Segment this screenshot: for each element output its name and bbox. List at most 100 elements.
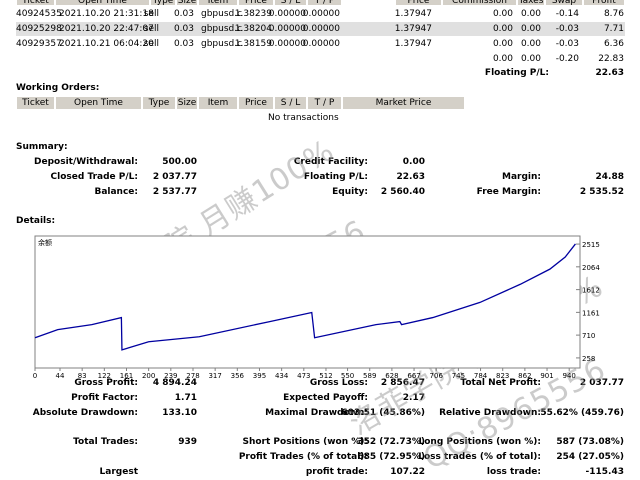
section-title: Working Orders: [16,83,100,93]
label: Long Positions (won %): [418,437,541,447]
series-label: 余额 [38,238,52,247]
cell: 0.00 [520,9,541,19]
cell: 40924535 [16,9,62,19]
row-bg [16,37,625,51]
value: 2 037.77 [579,378,624,388]
value: 603.51 (45.86%) [341,408,425,418]
label: Loss trades (% of total): [418,452,541,462]
row-bg [16,7,625,21]
value: -115.43 [585,467,624,477]
label: Largest [99,467,138,477]
cell: 0.00000 [302,24,340,34]
table-header: Price [238,96,274,110]
cell: 7.71 [603,24,624,34]
table-header: Type [150,0,176,6]
x-tick-label: 44 [56,372,65,380]
label: Short Positions (won %): [242,437,368,447]
cell: 0.03 [173,24,194,34]
label: Total Trades: [73,437,138,447]
x-tick-label: 239 [164,372,177,380]
cell: 40929357 [16,39,62,49]
label: Floating P/L: [303,172,368,182]
x-tick-label: 745 [452,372,465,380]
x-tick-label: 395 [253,372,266,380]
value: 55.62% (459.76) [540,408,624,418]
cell: -0.03 [555,39,579,49]
x-tick-label: 901 [540,372,553,380]
label: Maximal Drawdown: [265,408,368,418]
label: Balance: [94,187,138,197]
empty-note: No transactions [268,113,339,123]
value: 685 (72.95%) [357,452,425,462]
floating-value: 22.63 [595,68,624,78]
label: Gross Profit: [74,378,138,388]
x-tick-label: 0 [33,372,37,380]
x-tick-label: 317 [208,372,221,380]
x-tick-label: 122 [98,372,111,380]
balance-line [34,243,576,351]
cell: 6.36 [603,39,624,49]
x-tick-label: 589 [363,372,376,380]
label: Margin: [501,172,541,182]
table-header: Size [176,96,198,110]
cell: gbpusd.c [201,9,243,19]
x-tick-label: 161 [120,372,133,380]
value: 1.71 [174,393,197,403]
y-tick-label: 1161 [582,309,600,317]
y-tick-label: 2515 [582,241,600,249]
x-tick-label: 862 [518,372,531,380]
cell: 1.37947 [394,39,432,49]
value: 352 (72.73%) [357,437,425,447]
label: Free Margin: [476,187,541,197]
x-tick-label: 667 [407,372,420,380]
x-tick-label: 434 [275,372,289,380]
cell: 0.00000 [268,9,306,19]
total: 22.83 [598,54,624,64]
x-tick-label: 356 [231,372,245,380]
value: 587 (73.08%) [556,437,624,447]
value: 2 537.77 [152,187,197,197]
value: 939 [178,437,197,447]
table-header: S / L [274,0,307,6]
value: 2 856.47 [380,378,425,388]
x-tick-label: 628 [385,372,398,380]
x-tick-label: 83 [78,372,87,380]
x-tick-label: 278 [186,372,199,380]
value: 2.17 [402,393,425,403]
cell: sell [143,39,159,49]
label: Credit Facility: [293,157,368,167]
cell: 0.00000 [302,9,340,19]
label: loss trade: [486,467,541,477]
value: 24.88 [595,172,624,182]
label: Total Net Profit: [460,378,541,388]
label: profit trade: [305,467,368,477]
table-header: T / P [307,96,342,110]
label: Gross Loss: [309,378,368,388]
table-header: Item [198,0,238,6]
table-header: Ticket [16,96,55,110]
floating-label: Floating P/L: [484,68,549,78]
y-tick-label: 1612 [582,287,600,295]
y-tick-label: 258 [582,355,595,363]
value: 2 037.77 [152,172,197,182]
cell: sell [143,24,159,34]
x-tick-label: 784 [474,372,488,380]
table-header: Open Time [55,96,142,110]
label: Profit Factor: [71,393,138,403]
cell: gbpusd.c [201,24,243,34]
value: 254 (27.05%) [556,452,624,462]
table-header: Price [238,0,274,6]
cell: 1.38239 [234,9,272,19]
x-tick-label: 200 [142,372,155,380]
label: Relative Drawdown: [439,408,541,418]
total: 0.00 [492,54,513,64]
label: Absolute Drawdown: [32,408,138,418]
table-header: Type [142,96,176,110]
cell: 1.38204 [234,24,272,34]
cell: 40925298 [16,24,62,34]
cell: 1.37947 [394,9,432,19]
label: Closed Trade P/L: [50,172,138,182]
x-tick-label: 473 [297,372,310,380]
cell: 1.38159 [234,39,272,49]
section-title: Summary: [16,142,68,152]
